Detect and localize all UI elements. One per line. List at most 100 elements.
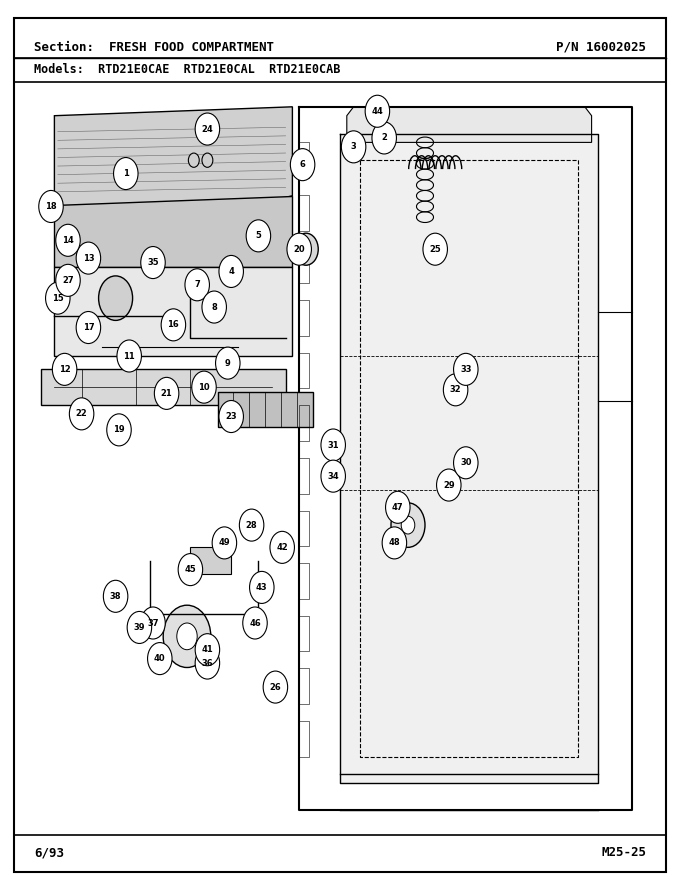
Text: 14: 14 [62, 236, 74, 245]
Circle shape [372, 122, 396, 154]
Circle shape [386, 491, 410, 523]
Bar [299, 405, 309, 441]
Text: 5: 5 [256, 231, 261, 240]
Text: 22: 22 [75, 409, 88, 418]
Text: P/N 16002025: P/N 16002025 [556, 41, 646, 53]
Circle shape [76, 312, 101, 344]
Circle shape [185, 269, 209, 301]
Circle shape [69, 398, 94, 430]
Circle shape [454, 353, 478, 385]
Text: 48: 48 [388, 538, 401, 547]
Text: 43: 43 [256, 583, 268, 592]
Circle shape [401, 516, 415, 534]
Circle shape [239, 509, 264, 541]
Circle shape [141, 607, 165, 639]
Circle shape [107, 414, 131, 446]
Circle shape [294, 233, 318, 265]
Circle shape [154, 377, 179, 409]
Text: 12: 12 [58, 365, 71, 374]
Circle shape [192, 371, 216, 403]
Polygon shape [347, 107, 592, 142]
Circle shape [437, 469, 461, 501]
Text: 31: 31 [327, 441, 339, 449]
Text: 26: 26 [269, 683, 282, 692]
Bar [299, 563, 309, 599]
Bar [218, 392, 313, 427]
Text: 27: 27 [62, 276, 74, 285]
Circle shape [46, 282, 70, 314]
Circle shape [39, 190, 63, 222]
Text: 40: 40 [154, 654, 166, 663]
Circle shape [246, 220, 271, 252]
Circle shape [216, 347, 240, 379]
Circle shape [163, 605, 211, 668]
Bar [299, 668, 309, 704]
Circle shape [219, 400, 243, 433]
Circle shape [195, 634, 220, 666]
Text: 41: 41 [201, 645, 214, 654]
Circle shape [177, 623, 197, 650]
Text: 16: 16 [167, 320, 180, 329]
Text: 20: 20 [293, 245, 305, 254]
Polygon shape [54, 267, 292, 356]
Circle shape [178, 554, 203, 586]
Circle shape [321, 429, 345, 461]
Text: 32: 32 [449, 385, 462, 394]
Circle shape [443, 374, 468, 406]
Text: 30: 30 [460, 458, 471, 467]
Circle shape [161, 309, 186, 341]
Text: 38: 38 [110, 592, 121, 601]
Text: 15: 15 [52, 294, 64, 303]
Circle shape [290, 149, 315, 181]
Text: 19: 19 [113, 425, 125, 434]
Text: 9: 9 [225, 359, 231, 368]
Circle shape [56, 264, 80, 296]
Text: 46: 46 [249, 619, 261, 627]
Bar [190, 547, 231, 574]
Bar [299, 721, 309, 756]
Text: 29: 29 [443, 481, 455, 490]
Circle shape [423, 233, 447, 265]
Text: 28: 28 [245, 521, 258, 530]
Bar [299, 458, 309, 494]
Polygon shape [54, 196, 292, 267]
Circle shape [391, 503, 425, 547]
Text: 34: 34 [327, 472, 339, 481]
Circle shape [454, 447, 478, 479]
Bar [299, 300, 309, 336]
Text: 11: 11 [123, 352, 135, 360]
Circle shape [321, 460, 345, 492]
Text: 25: 25 [429, 245, 441, 254]
Text: 3: 3 [351, 142, 356, 151]
Text: 7: 7 [194, 280, 200, 289]
Circle shape [52, 353, 77, 385]
Text: 10: 10 [198, 383, 210, 392]
Circle shape [117, 340, 141, 372]
Text: 8: 8 [211, 303, 217, 312]
Text: 35: 35 [147, 258, 159, 267]
Circle shape [103, 580, 128, 612]
Text: 47: 47 [392, 503, 404, 512]
Text: 4: 4 [228, 267, 234, 276]
Text: 37: 37 [148, 619, 158, 627]
Text: M25-25: M25-25 [601, 846, 646, 859]
Text: 1: 1 [123, 169, 129, 178]
Text: Models:  RTD21E0CAE  RTD21E0CAL  RTD21E0CAB: Models: RTD21E0CAE RTD21E0CAL RTD21E0CAB [34, 63, 341, 76]
Text: 2: 2 [381, 134, 387, 142]
Circle shape [270, 531, 294, 563]
Circle shape [219, 255, 243, 287]
Circle shape [195, 113, 220, 145]
Circle shape [148, 643, 172, 675]
Circle shape [202, 153, 213, 167]
Circle shape [195, 647, 220, 679]
Circle shape [76, 242, 101, 274]
Text: 6: 6 [300, 160, 305, 169]
Text: 36: 36 [201, 659, 214, 668]
Bar [340, 134, 598, 783]
Bar [299, 247, 309, 283]
Text: 33: 33 [460, 365, 471, 374]
Circle shape [141, 247, 165, 279]
Circle shape [127, 611, 152, 643]
Text: 23: 23 [225, 412, 237, 421]
Text: 42: 42 [276, 543, 288, 552]
